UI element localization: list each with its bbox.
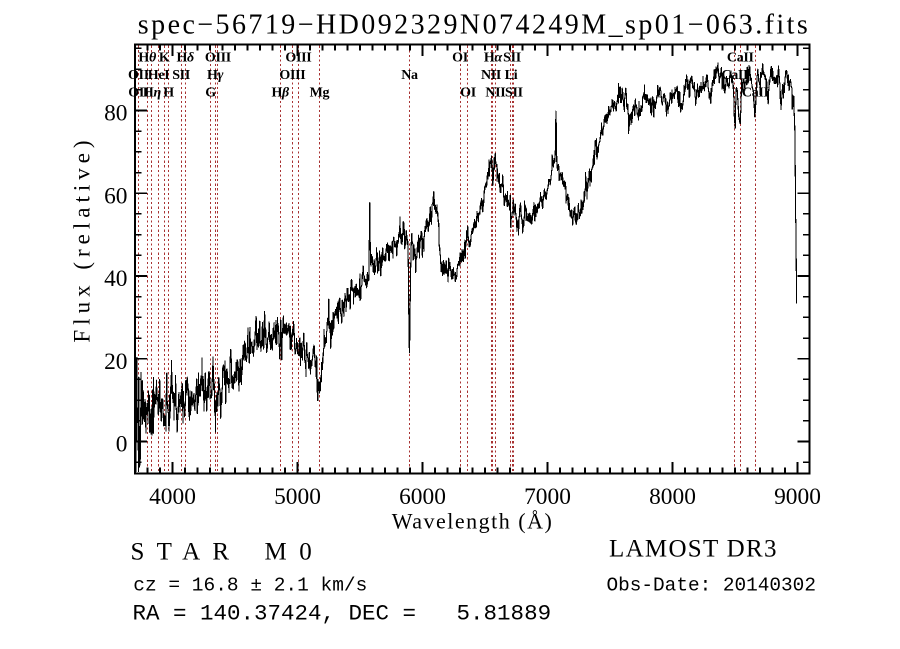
svg-text:G: G: [205, 85, 216, 100]
svg-text:Mg: Mg: [310, 85, 330, 100]
svg-text:CaII: CaII: [742, 85, 769, 100]
svg-text:Hη: Hη: [143, 85, 162, 100]
svg-text:LAMOST DR3: LAMOST DR3: [609, 536, 778, 563]
svg-text:CaII: CaII: [727, 51, 754, 66]
svg-text:7000: 7000: [524, 484, 571, 510]
svg-text:Wavelength (Å): Wavelength (Å): [392, 509, 554, 534]
svg-text:OIII: OIII: [279, 68, 305, 83]
svg-text:OIII: OIII: [285, 51, 311, 66]
svg-text:Hγ: Hγ: [207, 68, 224, 83]
svg-text:9000: 9000: [774, 484, 821, 510]
svg-text:80: 80: [104, 101, 127, 127]
svg-text:Li: Li: [505, 68, 518, 83]
svg-text:HeI: HeI: [148, 68, 170, 83]
svg-text:SII: SII: [503, 51, 521, 66]
svg-text:SII: SII: [505, 85, 523, 100]
svg-text:OI: OI: [452, 51, 468, 66]
svg-text:Obs-Date: 20140302: Obs-Date: 20140302: [607, 575, 816, 597]
svg-text:0: 0: [116, 432, 128, 458]
svg-text:NII: NII: [481, 68, 501, 83]
svg-text:RA = 140.37424, DEC = 5.8188: RA = 140.37424, DEC = 5.81889: [133, 601, 552, 627]
svg-text:Hδ: Hδ: [176, 51, 194, 66]
svg-text:8000: 8000: [649, 484, 696, 510]
svg-text:CaII: CaII: [721, 68, 748, 83]
svg-text:60: 60: [104, 183, 127, 209]
svg-text:SII: SII: [172, 68, 190, 83]
svg-text:K: K: [159, 51, 170, 66]
svg-text:40: 40: [104, 266, 127, 292]
svg-text:OII: OII: [128, 85, 149, 100]
svg-text:20: 20: [104, 349, 127, 375]
svg-text:NII: NII: [485, 85, 505, 100]
svg-text:OI: OI: [460, 85, 476, 100]
svg-text:Hα: Hα: [484, 51, 503, 66]
svg-text:STAR: STAR: [131, 539, 242, 566]
svg-text:Hθ: Hθ: [138, 51, 157, 66]
svg-text:OIII: OIII: [205, 51, 231, 66]
svg-text:H: H: [163, 85, 174, 100]
svg-text:Na: Na: [401, 68, 418, 83]
svg-text:4000: 4000: [149, 484, 196, 510]
svg-text:cz = 16.8 ± 2.1 km/s: cz = 16.8 ± 2.1 km/s: [133, 575, 367, 597]
svg-text:Hβ: Hβ: [271, 85, 290, 100]
svg-text:6000: 6000: [399, 484, 446, 510]
svg-text:Flux (relative): Flux (relative): [70, 135, 95, 342]
svg-text:spec−56719−HD092329N074249M_sp: spec−56719−HD092329N074249M_sp01−063.fit…: [138, 10, 810, 41]
svg-text:M0: M0: [265, 539, 325, 566]
svg-text:5000: 5000: [274, 484, 321, 510]
svg-text:OII: OII: [128, 68, 149, 83]
